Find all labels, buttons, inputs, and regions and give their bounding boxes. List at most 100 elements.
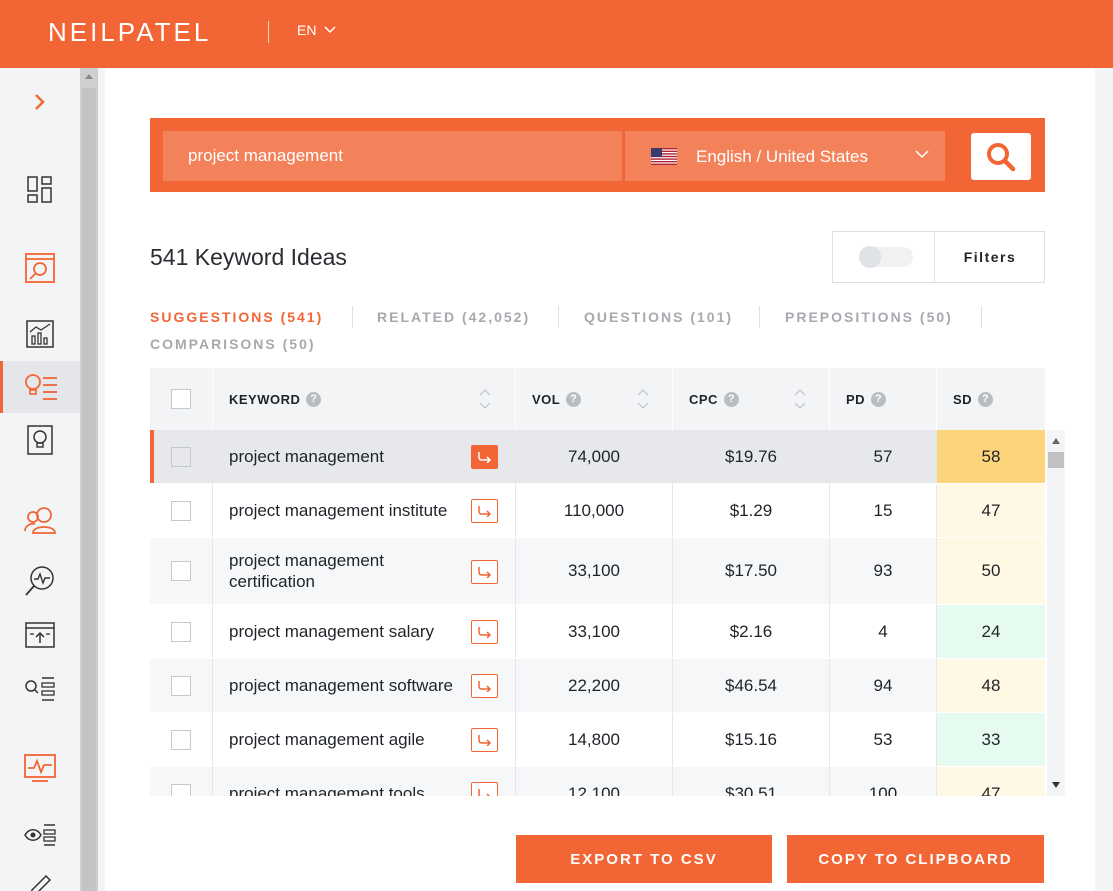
- table-row[interactable]: project management agile 14,800 $15.16 53 33: [150, 713, 1045, 767]
- tab-suggestions[interactable]: SUGGESTIONS (541): [150, 309, 324, 325]
- sidebar-scrollbar[interactable]: [80, 68, 98, 891]
- expand-sidebar-button[interactable]: [0, 76, 80, 128]
- table-row[interactable]: project management tools 12,100 $30.51 100 4…: [150, 767, 1045, 796]
- column-header-sd[interactable]: SD?: [953, 368, 994, 430]
- sort-icon[interactable]: [794, 388, 806, 410]
- row-checkbox[interactable]: [171, 675, 191, 696]
- row-checkbox[interactable]: [171, 446, 191, 467]
- sidebar-item-analytics[interactable]: [0, 555, 80, 607]
- open-keyword-icon[interactable]: [471, 445, 498, 469]
- open-keyword-icon[interactable]: [471, 728, 498, 752]
- keyword-cell[interactable]: project management software: [229, 676, 453, 695]
- sort-icon[interactable]: [479, 388, 491, 410]
- sidebar-item-rank-tracking[interactable]: [0, 609, 80, 661]
- row-checkbox[interactable]: [171, 621, 191, 642]
- column-divider: [829, 659, 830, 712]
- sd-cell: 50: [937, 538, 1045, 604]
- page-right-margin: [1095, 68, 1113, 891]
- chevron-down-icon: [324, 26, 336, 34]
- pd-cell: 100: [868, 783, 898, 797]
- help-icon[interactable]: ?: [978, 391, 994, 407]
- open-keyword-icon[interactable]: [471, 499, 498, 523]
- sidebar-item-traffic[interactable]: [0, 308, 80, 360]
- language-selector[interactable]: EN: [297, 22, 336, 38]
- keyword-cell[interactable]: project management salary: [229, 622, 435, 641]
- scroll-up-arrow-icon[interactable]: [85, 74, 93, 79]
- keyword-cell[interactable]: project management: [229, 447, 384, 466]
- copy-clipboard-button[interactable]: COPY TO CLIPBOARD: [787, 835, 1044, 883]
- help-icon[interactable]: ?: [723, 391, 739, 407]
- sidebar-item-monitoring[interactable]: [0, 742, 80, 794]
- sidebar-item-visibility[interactable]: [0, 809, 80, 861]
- sort-icon[interactable]: [637, 388, 649, 410]
- column-divider: [515, 538, 516, 604]
- table-row[interactable]: project management certification 33,100 $1…: [150, 538, 1045, 605]
- column-divider: [515, 430, 516, 483]
- sidebar-item-tools[interactable]: [0, 860, 80, 891]
- help-icon[interactable]: ?: [306, 391, 322, 407]
- table-row[interactable]: project management software 22,200 $46.54 9…: [150, 659, 1045, 713]
- column-header-keyword[interactable]: KEYWORD?: [229, 368, 322, 430]
- row-checkbox[interactable]: [171, 500, 191, 521]
- keyword-search-input[interactable]: project management: [163, 131, 622, 181]
- tab-divider: [352, 306, 353, 328]
- select-all-cell: [171, 368, 191, 430]
- row-checkbox-cell: [171, 659, 191, 712]
- column-divider: [212, 659, 213, 712]
- open-keyword-icon[interactable]: [471, 674, 498, 698]
- sidebar-item-site-audit[interactable]: [0, 242, 80, 294]
- locale-dropdown[interactable]: English / United States: [625, 131, 945, 181]
- open-keyword-icon[interactable]: [471, 620, 498, 644]
- scroll-down-arrow-icon[interactable]: [1052, 782, 1060, 788]
- sidebar-item-search-list[interactable]: [0, 663, 80, 715]
- filters-button[interactable]: Filters: [963, 249, 1017, 265]
- row-checkbox[interactable]: [171, 561, 191, 581]
- column-header-vol[interactable]: VOL?: [532, 368, 582, 430]
- sidebar-scroll-thumb[interactable]: [82, 88, 96, 891]
- row-checkbox-cell: [171, 713, 191, 766]
- column-divider: [829, 368, 830, 430]
- sd-cell: 48: [937, 659, 1045, 712]
- tab-comparisons[interactable]: COMPARISONS (50): [150, 336, 316, 352]
- column-divider: [212, 368, 213, 430]
- logo[interactable]: NEILPATEL: [48, 17, 212, 47]
- tab-prepositions[interactable]: PREPOSITIONS (50): [785, 309, 953, 325]
- sidebar-item-users[interactable]: [0, 494, 80, 546]
- open-keyword-icon[interactable]: [471, 560, 498, 584]
- eye-list-icon: [24, 824, 56, 846]
- tab-related[interactable]: RELATED (42,052): [377, 309, 531, 325]
- site-search-icon: [25, 253, 55, 283]
- help-icon[interactable]: ?: [566, 391, 582, 407]
- vol-header-label: VOL: [532, 391, 561, 407]
- column-header-pd[interactable]: PD?: [846, 368, 887, 430]
- top-header: NEILPATEL EN: [0, 0, 1113, 68]
- column-divider: [936, 605, 937, 658]
- keyword-cell[interactable]: project management certification: [229, 551, 384, 591]
- column-header-cpc[interactable]: CPC?: [689, 368, 739, 430]
- scroll-up-arrow-icon[interactable]: [1052, 438, 1060, 444]
- row-checkbox-cell: [171, 430, 191, 483]
- table-row[interactable]: project management institute 110,000 $1.29…: [150, 484, 1045, 538]
- keyword-cell[interactable]: project management institute: [229, 501, 448, 520]
- cpc-cell: $46.54: [725, 675, 777, 695]
- open-keyword-icon[interactable]: [471, 782, 498, 796]
- keyword-cell[interactable]: project management tools: [229, 784, 425, 796]
- export-csv-button[interactable]: EXPORT TO CSV: [516, 835, 772, 883]
- help-icon[interactable]: ?: [871, 391, 887, 407]
- keyword-table: project management 74,000 $19.76 57 58 projec…: [150, 430, 1045, 796]
- table-scroll-thumb[interactable]: [1048, 452, 1064, 468]
- keyword-cell[interactable]: project management agile: [229, 730, 425, 749]
- sidebar-item-keyword-ideas[interactable]: [0, 361, 80, 413]
- tab-questions[interactable]: QUESTIONS (101): [584, 309, 734, 325]
- select-all-checkbox[interactable]: [171, 389, 191, 409]
- row-checkbox[interactable]: [171, 729, 191, 750]
- sidebar-item-dashboard[interactable]: [0, 164, 80, 216]
- filters-toggle[interactable]: [859, 246, 913, 268]
- table-scrollbar[interactable]: [1047, 430, 1065, 796]
- table-row[interactable]: project management salary 33,100 $2.16 4 24: [150, 605, 1045, 659]
- search-button[interactable]: [971, 133, 1031, 180]
- table-row[interactable]: project management 74,000 $19.76 57 58: [150, 430, 1045, 484]
- row-checkbox[interactable]: [171, 783, 191, 796]
- sidebar-item-content-ideas[interactable]: [0, 414, 80, 466]
- column-divider: [829, 430, 830, 483]
